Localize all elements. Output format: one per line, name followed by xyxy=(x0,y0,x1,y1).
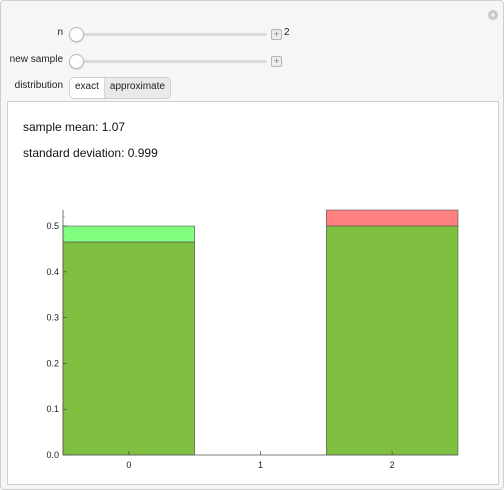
histogram-chart: 0.0 0.1 0.2 0.3 0.4 0.5 0 1 2 xyxy=(46,209,459,470)
sample-mean-text: sample mean: 1.07 xyxy=(23,120,126,134)
n-expand-plus-icon[interactable]: + xyxy=(271,29,282,40)
x-tick-label: 2 xyxy=(390,460,395,470)
new-sample-slider-thumb[interactable] xyxy=(69,54,84,69)
y-tick-label: 0.1 xyxy=(46,404,59,414)
new-sample-slider-row: new sample + xyxy=(1,51,503,71)
y-tick-label: 0.2 xyxy=(46,358,59,368)
n-value: 2 xyxy=(284,27,290,38)
bar-excess-2 xyxy=(326,209,459,227)
distribution-option-exact[interactable]: exact xyxy=(70,78,105,98)
n-label: n xyxy=(57,27,63,38)
bar-excess-0 xyxy=(62,225,195,243)
options-plus-icon[interactable]: + xyxy=(488,10,498,20)
y-tick-label: 0.3 xyxy=(46,313,59,323)
standard-deviation-text: standard deviation: 0.999 xyxy=(23,146,158,160)
distribution-row: distribution exact approximate xyxy=(1,77,503,99)
bar-overlap-0 xyxy=(62,241,195,456)
bar-overlap-2 xyxy=(326,225,459,456)
y-tick-label: 0.4 xyxy=(46,267,59,277)
distribution-option-approximate[interactable]: approximate xyxy=(109,81,165,92)
n-slider-row: n + 2 xyxy=(1,24,503,44)
y-tick-label: 0.0 xyxy=(46,450,59,460)
n-slider[interactable] xyxy=(69,27,267,42)
x-tick-label: 1 xyxy=(258,460,263,470)
new-sample-label: new sample xyxy=(9,54,63,65)
y-tick-label: 0.5 xyxy=(46,221,59,231)
distribution-selector: exact approximate xyxy=(69,77,171,99)
new-sample-expand-plus-icon[interactable]: + xyxy=(271,56,282,67)
n-slider-thumb[interactable] xyxy=(69,27,84,42)
distribution-label: distribution xyxy=(14,80,63,91)
output-area: sample mean: 1.07 standard deviation: 0.… xyxy=(7,101,499,485)
x-tick-label: 0 xyxy=(126,460,131,470)
new-sample-slider[interactable] xyxy=(69,54,267,69)
